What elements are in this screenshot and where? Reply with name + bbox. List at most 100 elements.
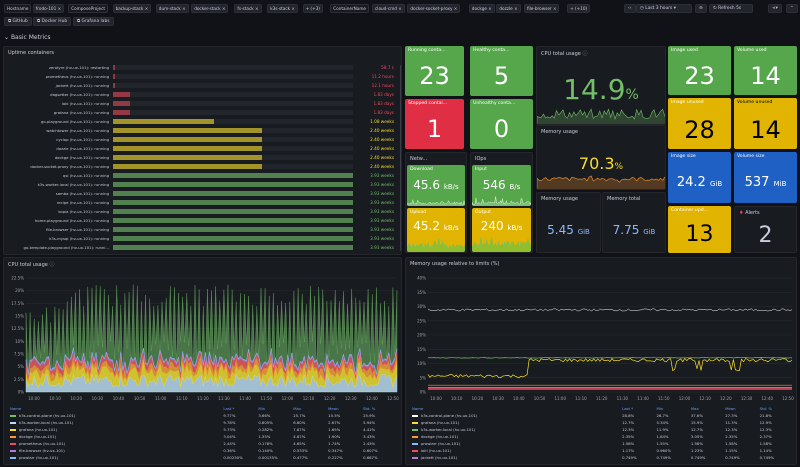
legend-value: 0.749% <box>725 455 740 460</box>
legend-column-header[interactable]: Last * <box>223 406 235 411</box>
uptime-bar-fill <box>113 92 130 97</box>
uptime-bar-track <box>113 110 353 115</box>
cpu-usage-chart[interactable]: 22.5% 20% 17.5% 15% 12.5% 10% 7.5% 5% 2.5% 0%10:0… <box>4 272 402 404</box>
row-toggle[interactable]: ⌄ Basic Metrics <box>4 34 51 41</box>
variable-label: ContainerName <box>330 4 370 13</box>
external-link-icon: ⧉ <box>77 19 82 24</box>
y-tick-label: 5% <box>18 364 25 369</box>
stat-value: 0 <box>493 115 510 143</box>
container-name: go-template-playground (hv-ux-101): runn… <box>23 245 109 250</box>
legend-column-header[interactable]: Name <box>10 406 22 411</box>
refresh-label: Refresh <box>718 6 735 11</box>
legend-column-header[interactable]: Mean <box>328 406 339 411</box>
x-tick-label: 11:50 <box>658 396 670 401</box>
clock-icon: ◷ <box>640 6 644 11</box>
variable-value-chip[interactable]: dum-stack × <box>155 4 189 13</box>
variable-value-chip[interactable]: k3s-stack × <box>267 4 298 13</box>
legend-value: 4.67% <box>293 434 306 439</box>
legend-row[interactable]: dockge (hv-ux-101) 2.35% 1.84% 3.05% 2.35% 2.… <box>412 434 794 442</box>
expand-button[interactable]: ⌃ <box>786 4 798 13</box>
variable-value-chip[interactable]: fs-stack × <box>234 4 262 13</box>
container-name: dagsetter (hv-ux-101): running <box>50 92 109 97</box>
legend-value: 2.35% <box>725 434 738 439</box>
info-icon[interactable]: ⓘ <box>49 262 55 268</box>
legend-row[interactable]: prowlarr (hv-ux-101) 0.00230% 0.00135% 0.47… <box>10 455 398 463</box>
legend-row[interactable]: k3s-control-plane (hv-ux-101) 28.8% 26.7% 3… <box>412 413 794 421</box>
legend-value: 15.5% <box>328 413 341 418</box>
legend-row[interactable]: k3s-worker-local (hv-ux-101) 12.3% 11.9% 12… <box>412 427 794 435</box>
info-icon[interactable]: ⓘ <box>582 51 588 57</box>
uptime-value: 3.93 weeks <box>370 208 394 214</box>
y-tick-label: 20% <box>417 333 426 338</box>
legend-column-header[interactable]: Min <box>258 406 266 411</box>
scrollbar[interactable] <box>400 65 401 251</box>
variable-value-chip[interactable]: docker-stack × <box>191 4 229 13</box>
legend-column-header[interactable]: Name <box>412 406 424 411</box>
legend-row[interactable]: grafana (hv-ux-101) 12.7% 5.34% 15.9% 11.3% 1… <box>412 420 794 428</box>
legend-row[interactable]: grafana (hv-ux-101) 5.73% 0.282% 7.67% 1.65%… <box>10 427 398 435</box>
uptime-row: dagsetter (hv-ux-101): running 1.83 days <box>6 90 396 99</box>
zoom-out-button[interactable]: ‹‹ <box>624 4 636 13</box>
chevron-down-icon: ⌄ <box>4 34 11 41</box>
legend-column-header[interactable]: Std. % <box>363 406 376 411</box>
uptime-row: file-browser (hv-ux-101): running 3.93 we… <box>6 225 396 234</box>
link-grafana-labs[interactable]: ⧉ Grafana labs <box>73 17 114 26</box>
legend-value: 11.9% <box>656 427 669 432</box>
x-tick-label: 11:10 <box>176 396 188 401</box>
uptime-row: recipe (hv-ux-101): running 3.93 weeks <box>6 198 396 207</box>
variable-value-chip[interactable]: frodo-101 × <box>32 4 65 13</box>
variable-value-chip[interactable]: backup-stack × <box>112 4 152 13</box>
zoom-button[interactable]: ⊖ <box>695 4 707 13</box>
legend-swatch <box>412 457 418 459</box>
legend-row[interactable]: dockge (hv-ux-101) 3.04% 1.35% 4.67% 1.90% 3.… <box>10 434 398 442</box>
legend-row[interactable]: file-browser (hv-ux-101) 0.36% 0.140% 0.533… <box>10 448 398 456</box>
x-tick-label: 10:10 <box>49 396 61 401</box>
variable-value-chip[interactable]: dozzle × <box>496 4 521 13</box>
refresh-button[interactable]: ↻ Refresh 5s <box>709 4 753 13</box>
variable-value-chip[interactable]: + (+10) <box>567 4 591 13</box>
legend-column-header[interactable]: Std. % <box>759 406 772 411</box>
variable-value-chip[interactable]: docker-socket-proxy × <box>407 4 461 13</box>
uptime-value: 3.93 weeks <box>370 190 394 196</box>
variable-value-chip[interactable]: dockge × <box>468 4 495 13</box>
x-tick-label: 12:50 <box>782 396 794 401</box>
legend-swatch <box>412 443 418 445</box>
share-button[interactable]: ⋖▾ <box>768 4 782 13</box>
legend-row[interactable]: prowlarr (hv-ux-101) 1.58% 1.55% 1.58% 1.58%… <box>412 441 794 449</box>
stat-value: 13 <box>685 222 714 247</box>
link-dockerhub[interactable]: ⧉ Docker Hub <box>33 17 72 26</box>
legend-column-header[interactable]: Min <box>656 406 664 411</box>
legend-swatch <box>10 422 16 424</box>
legend-row[interactable]: prometheus (hv-ux-101) 2.44% 0.178% 4.65% 1.… <box>10 441 398 449</box>
legend-row[interactable]: loki (hv-ux-101) 1.17% 0.960% 1.23% 1.15% 1.1… <box>412 448 794 456</box>
legend-header: Name Last * Min Max Mean Std. % <box>412 406 794 414</box>
variable-value-chip[interactable]: + (+3) <box>302 4 323 13</box>
memory-usage-chart[interactable]: 40% 35% 30% 25% 20% 15% 10% 5% 0%10:00 10:10 10:20… <box>406 272 797 404</box>
time-range-picker[interactable]: ◷ Last 3 hours ▾ <box>636 4 692 13</box>
y-tick-label: 30% <box>417 304 426 309</box>
network-panel: Netw... Download 45.6 kB/s Upload 45.2 k… <box>405 152 467 253</box>
legend-value: 0.00135% <box>258 455 278 460</box>
legend-row[interactable]: k3s-worker-local (hv-ux-101) 9.78% 0.605% 6… <box>10 420 398 428</box>
legend-value: 0.749% <box>690 455 706 460</box>
y-tick-label: 35% <box>417 290 426 295</box>
legend-row[interactable]: jackett (hv-ux-101) 0.749% 0.749% 0.749% 0.7… <box>412 455 794 463</box>
y-tick-label: 7.5% <box>14 352 24 357</box>
legend-row[interactable]: k3s-control-plane (hv-ux-101) 9.77% 3.66% 2… <box>10 413 398 421</box>
legend-value: 4.65% <box>293 441 306 446</box>
x-tick-label: 12:00 <box>679 396 691 401</box>
legend-value: 11.3% <box>725 420 738 425</box>
variable-value-chip[interactable]: cloud-cmd × <box>372 4 405 13</box>
legend-column-header[interactable]: Max <box>293 406 302 411</box>
legend-swatch <box>10 429 16 431</box>
legend-column-header[interactable]: Max <box>690 406 699 411</box>
legend-column-header[interactable]: Mean <box>725 406 736 411</box>
legend-value: 1.58% <box>622 441 635 446</box>
series-line <box>427 357 793 359</box>
link-github[interactable]: ⧉ GitHub <box>4 17 32 26</box>
x-tick-label: 12:50 <box>387 396 399 401</box>
variable-value-chip[interactable]: file-browser × <box>524 4 560 13</box>
uptime-value: 1.83 days <box>373 91 394 97</box>
stat-title: Image size <box>671 154 696 159</box>
legend-column-header[interactable]: Last * <box>622 406 634 411</box>
